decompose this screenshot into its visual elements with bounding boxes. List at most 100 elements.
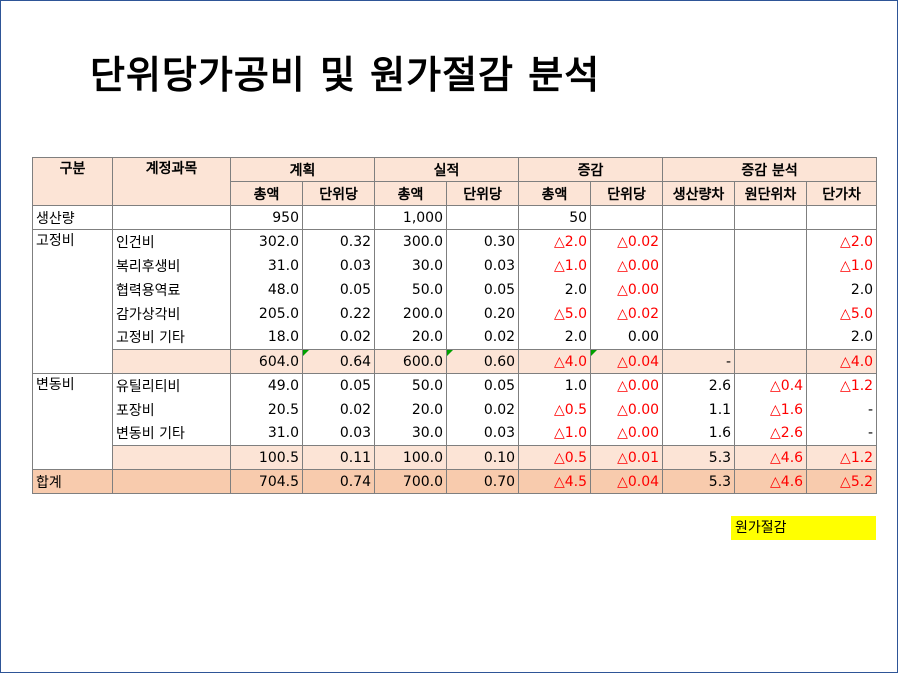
total-unit-cost-var: △4.6	[734, 469, 808, 494]
variable-group-label: 변동비	[32, 373, 113, 470]
empty-cell	[662, 205, 736, 230]
production-plan-total: 950	[230, 205, 303, 230]
total-row: 합계 704.5 0.74 700.0 0.70 △4.5 △0.04 5.3 △4.6 △5.…	[32, 469, 878, 494]
empty-cell	[734, 205, 808, 230]
cell-plan-unit: 0.02	[301, 397, 376, 422]
variable-cost-group: 변동비 유틸리티비 49.0 0.05 50.0 0.05 1.0 △0.00 2.6 △0.4 △…	[32, 373, 878, 470]
subtotal-label	[112, 445, 231, 470]
cell-change-total: △5.0	[518, 301, 592, 326]
total-account	[112, 469, 231, 494]
production-label: 생산량	[32, 205, 113, 230]
empty-cell	[446, 205, 520, 230]
header-actual-total: 총액	[374, 181, 448, 206]
cell-change-unit: △0.00	[590, 421, 664, 446]
empty-cell	[590, 205, 664, 230]
header-change-unit: 단위당	[590, 181, 664, 206]
cell-production-var: 1.6	[662, 421, 736, 446]
cell-change-total: 1.0	[518, 373, 592, 398]
table-row: 변동비 유틸리티비 49.0 0.05 50.0 0.05 1.0 △0.00 2.6 △0.4 △…	[32, 373, 878, 470]
cell-price-var: -	[806, 397, 878, 422]
header-production-var: 생산량차	[662, 181, 736, 206]
cell-price-var: △1.2	[806, 373, 878, 398]
subtotal-change-total: △0.5	[518, 445, 592, 470]
header-gubun: 구분	[32, 157, 113, 206]
cell-plan-total: 205.0	[230, 301, 303, 326]
account-name: 감가상각비	[112, 301, 231, 326]
cell-change-total: 2.0	[518, 277, 592, 302]
subtotal-actual-total: 600.0	[374, 349, 448, 374]
cell-plan-unit: 0.05	[301, 373, 376, 398]
total-actual-total: 700.0	[374, 469, 448, 494]
cell-change-total: △1.0	[518, 253, 592, 278]
cell-production-var: 1.1	[662, 397, 736, 422]
fixed-subtotal-row: 604.0 0.64 600.0 0.60 △4.0 △0.04- △4.0	[33, 349, 878, 374]
cell-change-unit: △0.00	[590, 277, 664, 302]
cell-production-var	[662, 301, 736, 326]
cell-actual-total: 50.0	[374, 373, 448, 398]
header-account: 계정과목	[112, 157, 231, 206]
fixed-group-label: 고정비	[32, 229, 113, 374]
total-change-unit: △0.04	[590, 469, 664, 494]
cell-actual-unit: 0.05	[446, 373, 520, 398]
header-analysis: 증감 분석	[662, 157, 878, 182]
header-row-1: 구분 계정과목 계획 실적 증감 증감 분석	[32, 157, 878, 206]
subtotal-change-unit: △0.04	[590, 349, 664, 374]
cost-analysis-table: 구분 계정과목 계획 실적 증감 증감 분석 총액 단위당 총액 단위당 총액 …	[32, 157, 878, 494]
cell-change-unit: 0.00	[590, 325, 664, 350]
cell-production-var	[662, 253, 736, 278]
cell-actual-unit: 0.30	[446, 229, 520, 254]
header-row-2: 총액 단위당 총액 단위당 총액 단위당 생산량차 원단위차 단가차	[33, 181, 878, 206]
production-account	[112, 205, 231, 230]
cell-plan-total: 18.0	[230, 325, 303, 350]
variable-subtotal-row: 100.5 0.11 100.0 0.10 △0.5 △0.01 5.3 △4.6 △1.2	[33, 445, 878, 470]
cell-unit-cost-var	[734, 301, 808, 326]
cell-change-unit: △0.00	[590, 253, 664, 278]
table-row: 고정비 인건비 302.0 0.32 300.0 0.30 △2.0 △0.02 △2.0	[32, 229, 878, 374]
table-row: 복리후생비 31.0 0.03 30.0 0.03 △1.0 △0.00 △1.0	[33, 253, 878, 278]
cost-reduction-note: 원가절감	[731, 516, 876, 540]
account-name: 고정비 기타	[112, 325, 231, 350]
total-actual-unit: 0.70	[446, 469, 520, 494]
cell-unit-cost-var	[734, 277, 808, 302]
cell-unit-cost-var	[734, 229, 808, 254]
total-price-var: △5.2	[806, 469, 878, 494]
cell-price-var: -	[806, 421, 878, 446]
cell-unit-cost-var: △0.4	[734, 373, 808, 398]
header-price-var: 단가차	[806, 181, 878, 206]
subtotal-plan-total: 100.5	[230, 445, 303, 470]
subtotal-price-var: △4.0	[806, 349, 878, 374]
cell-plan-total: 31.0	[230, 253, 303, 278]
account-name: 변동비 기타	[112, 421, 231, 446]
cell-production-var: 2.6	[662, 373, 736, 398]
table-row: 포장비 20.5 0.02 20.0 0.02 △0.5 △0.00 1.1 △1.6-	[33, 397, 878, 422]
cell-change-unit: △0.02	[590, 301, 664, 326]
total-change-total: △4.5	[518, 469, 592, 494]
cell-production-var	[662, 277, 736, 302]
cell-actual-unit: 0.20	[446, 301, 520, 326]
subtotal-unit-cost-var: △4.6	[734, 445, 808, 470]
empty-cell	[301, 205, 376, 230]
production-actual-total: 1,000	[374, 205, 448, 230]
cell-plan-total: 31.0	[230, 421, 303, 446]
cell-actual-total: 50.0	[374, 277, 448, 302]
subtotal-production-var: 5.3	[662, 445, 736, 470]
account-name: 인건비	[112, 229, 231, 254]
production-row: 생산량 950 1,000 50	[32, 205, 878, 230]
cell-change-unit: △0.00	[590, 397, 664, 422]
cell-plan-unit: 0.32	[301, 229, 376, 254]
total-production-var: 5.3	[662, 469, 736, 494]
cell-production-var	[662, 229, 736, 254]
subtotal-production-var: -	[662, 349, 736, 374]
table-row: 고정비 기타 18.0 0.02 20.0 0.02 2.0 0.00 2.0	[33, 325, 878, 350]
cell-change-total: 2.0	[518, 325, 592, 350]
cell-plan-unit: 0.02	[301, 325, 376, 350]
account-name: 복리후생비	[112, 253, 231, 278]
cell-actual-total: 200.0	[374, 301, 448, 326]
cell-actual-unit: 0.05	[446, 277, 520, 302]
cell-actual-total: 30.0	[374, 421, 448, 446]
header-plan: 계획	[229, 157, 376, 182]
cell-actual-unit: 0.03	[446, 421, 520, 446]
header-plan-unit: 단위당	[301, 181, 376, 206]
cell-actual-total: 20.0	[374, 325, 448, 350]
table-row: 감가상각비 205.0 0.22 200.0 0.20 △5.0 △0.02 △5.0	[33, 301, 878, 326]
